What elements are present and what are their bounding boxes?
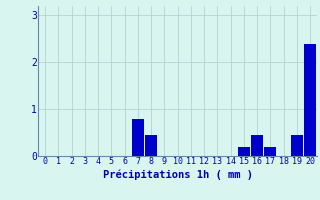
Bar [304,44,316,156]
Bar [264,147,276,156]
X-axis label: Précipitations 1h ( mm ): Précipitations 1h ( mm ) [103,169,252,180]
Bar [238,147,250,156]
Bar [145,135,157,156]
Bar [132,118,144,156]
Bar [291,135,303,156]
Bar [251,135,263,156]
